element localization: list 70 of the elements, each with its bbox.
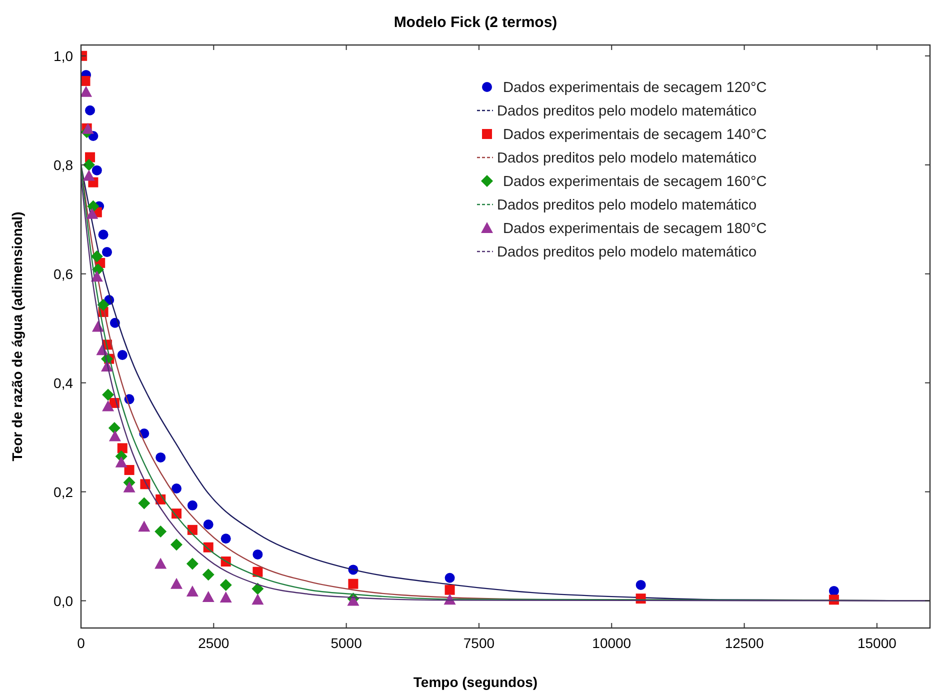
point	[108, 430, 121, 442]
point	[117, 443, 128, 454]
point	[98, 230, 108, 240]
x-tick-label: 2500	[198, 635, 230, 651]
point	[92, 165, 102, 176]
point	[82, 158, 95, 171]
point	[220, 578, 232, 591]
point	[636, 580, 646, 590]
point	[186, 558, 198, 570]
point	[828, 586, 839, 596]
y-tick-label: 0,2	[54, 484, 74, 500]
point	[252, 594, 264, 605]
point	[170, 578, 183, 589]
point	[156, 452, 166, 462]
point	[86, 208, 98, 219]
legend-label: Dados experimentais de secagem 160°C	[503, 174, 767, 190]
point	[81, 86, 92, 97]
point	[203, 519, 214, 530]
point	[202, 568, 214, 581]
y-tick-label: 0,0	[54, 592, 74, 609]
point	[186, 585, 198, 596]
legend-label: Dados preditos pelo modelo matemático	[497, 104, 757, 120]
point	[138, 520, 150, 532]
x-tick-label: 12500	[724, 635, 764, 651]
x-tick-label: 7500	[463, 635, 495, 651]
x-tick-label: 15000	[857, 635, 897, 651]
y-tick-label: 0,4	[54, 374, 74, 391]
legend-label: Dados preditos pelo modelo matemático	[497, 198, 757, 214]
point	[102, 247, 112, 258]
point	[124, 464, 134, 475]
point	[81, 76, 90, 86]
point	[252, 582, 264, 595]
point	[117, 350, 128, 360]
x-tick-label: 5000	[330, 635, 362, 651]
chart-title: Modelo Fick (2 termos)	[394, 14, 558, 31]
legend-label: Dados experimentais de secagem 120°C	[503, 80, 767, 96]
legend-label: Dados preditos pelo modelo matemático	[497, 150, 757, 166]
point	[187, 500, 198, 510]
point	[123, 481, 136, 492]
point	[444, 584, 455, 595]
point	[220, 534, 231, 544]
point	[170, 538, 183, 551]
point	[154, 526, 167, 538]
x-axis-title: Tempo (segundos)	[413, 674, 538, 690]
point	[108, 422, 120, 434]
point	[138, 497, 150, 510]
point	[90, 270, 103, 282]
point	[172, 484, 182, 494]
legend-label: Dados experimentais de secagem 180°C	[503, 221, 767, 237]
point	[82, 170, 95, 181]
y-tick-label: 0,6	[54, 266, 74, 282]
y-tick-label: 0,8	[54, 156, 74, 173]
y-tick-label: 1,0	[54, 48, 74, 64]
x-tick-label: 0	[77, 635, 86, 651]
point	[102, 388, 114, 401]
legend-label: Dados preditos pelo modelo matemático	[497, 244, 757, 260]
point	[202, 590, 214, 602]
point	[252, 549, 263, 560]
point	[444, 572, 455, 583]
point	[348, 578, 358, 589]
point	[90, 250, 103, 262]
point	[115, 456, 128, 468]
point	[85, 105, 96, 116]
point	[102, 400, 114, 412]
point	[154, 558, 167, 569]
legend-label: Dados experimentais de secagem 140°C	[503, 127, 767, 143]
y-axis-title: Teor de razão de água (adimensional)	[9, 212, 25, 462]
point	[220, 591, 232, 602]
x-tick-label: 10000	[592, 635, 632, 651]
point	[97, 298, 110, 311]
